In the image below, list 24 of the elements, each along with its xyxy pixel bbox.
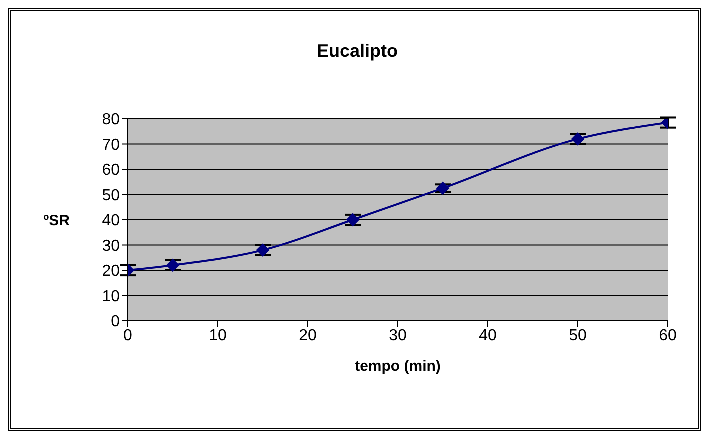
y-tick-label: 80 — [102, 112, 120, 129]
y-tick-label: 50 — [102, 187, 120, 204]
point — [436, 182, 450, 195]
y-tick-label: 0 — [111, 314, 120, 331]
chart-title: Eucalipto — [316, 41, 399, 62]
y-tick-label: 30 — [102, 238, 120, 255]
x-tick-label: 50 — [569, 327, 587, 344]
x-tick-label: 30 — [389, 327, 407, 344]
point — [166, 258, 180, 272]
point — [572, 132, 584, 146]
x-tick-label: 0 — [124, 327, 133, 344]
y-tick-label: 60 — [102, 162, 120, 180]
y-tick-label: 10 — [102, 288, 120, 306]
x-tick-label: 10 — [209, 327, 227, 344]
y-axis-title: ºSR — [44, 212, 70, 230]
y-tick-label: 70 — [102, 136, 120, 154]
x-tick-label: 20 — [299, 327, 317, 344]
point — [256, 244, 270, 257]
x-tick-label: 60 — [659, 327, 677, 344]
x-axis-title: tempo (min) — [355, 358, 441, 375]
x-tick-label: 40 — [479, 327, 497, 344]
y-tick-label: 20 — [102, 263, 120, 280]
y-tick-label: 40 — [102, 212, 120, 230]
point — [346, 214, 360, 226]
